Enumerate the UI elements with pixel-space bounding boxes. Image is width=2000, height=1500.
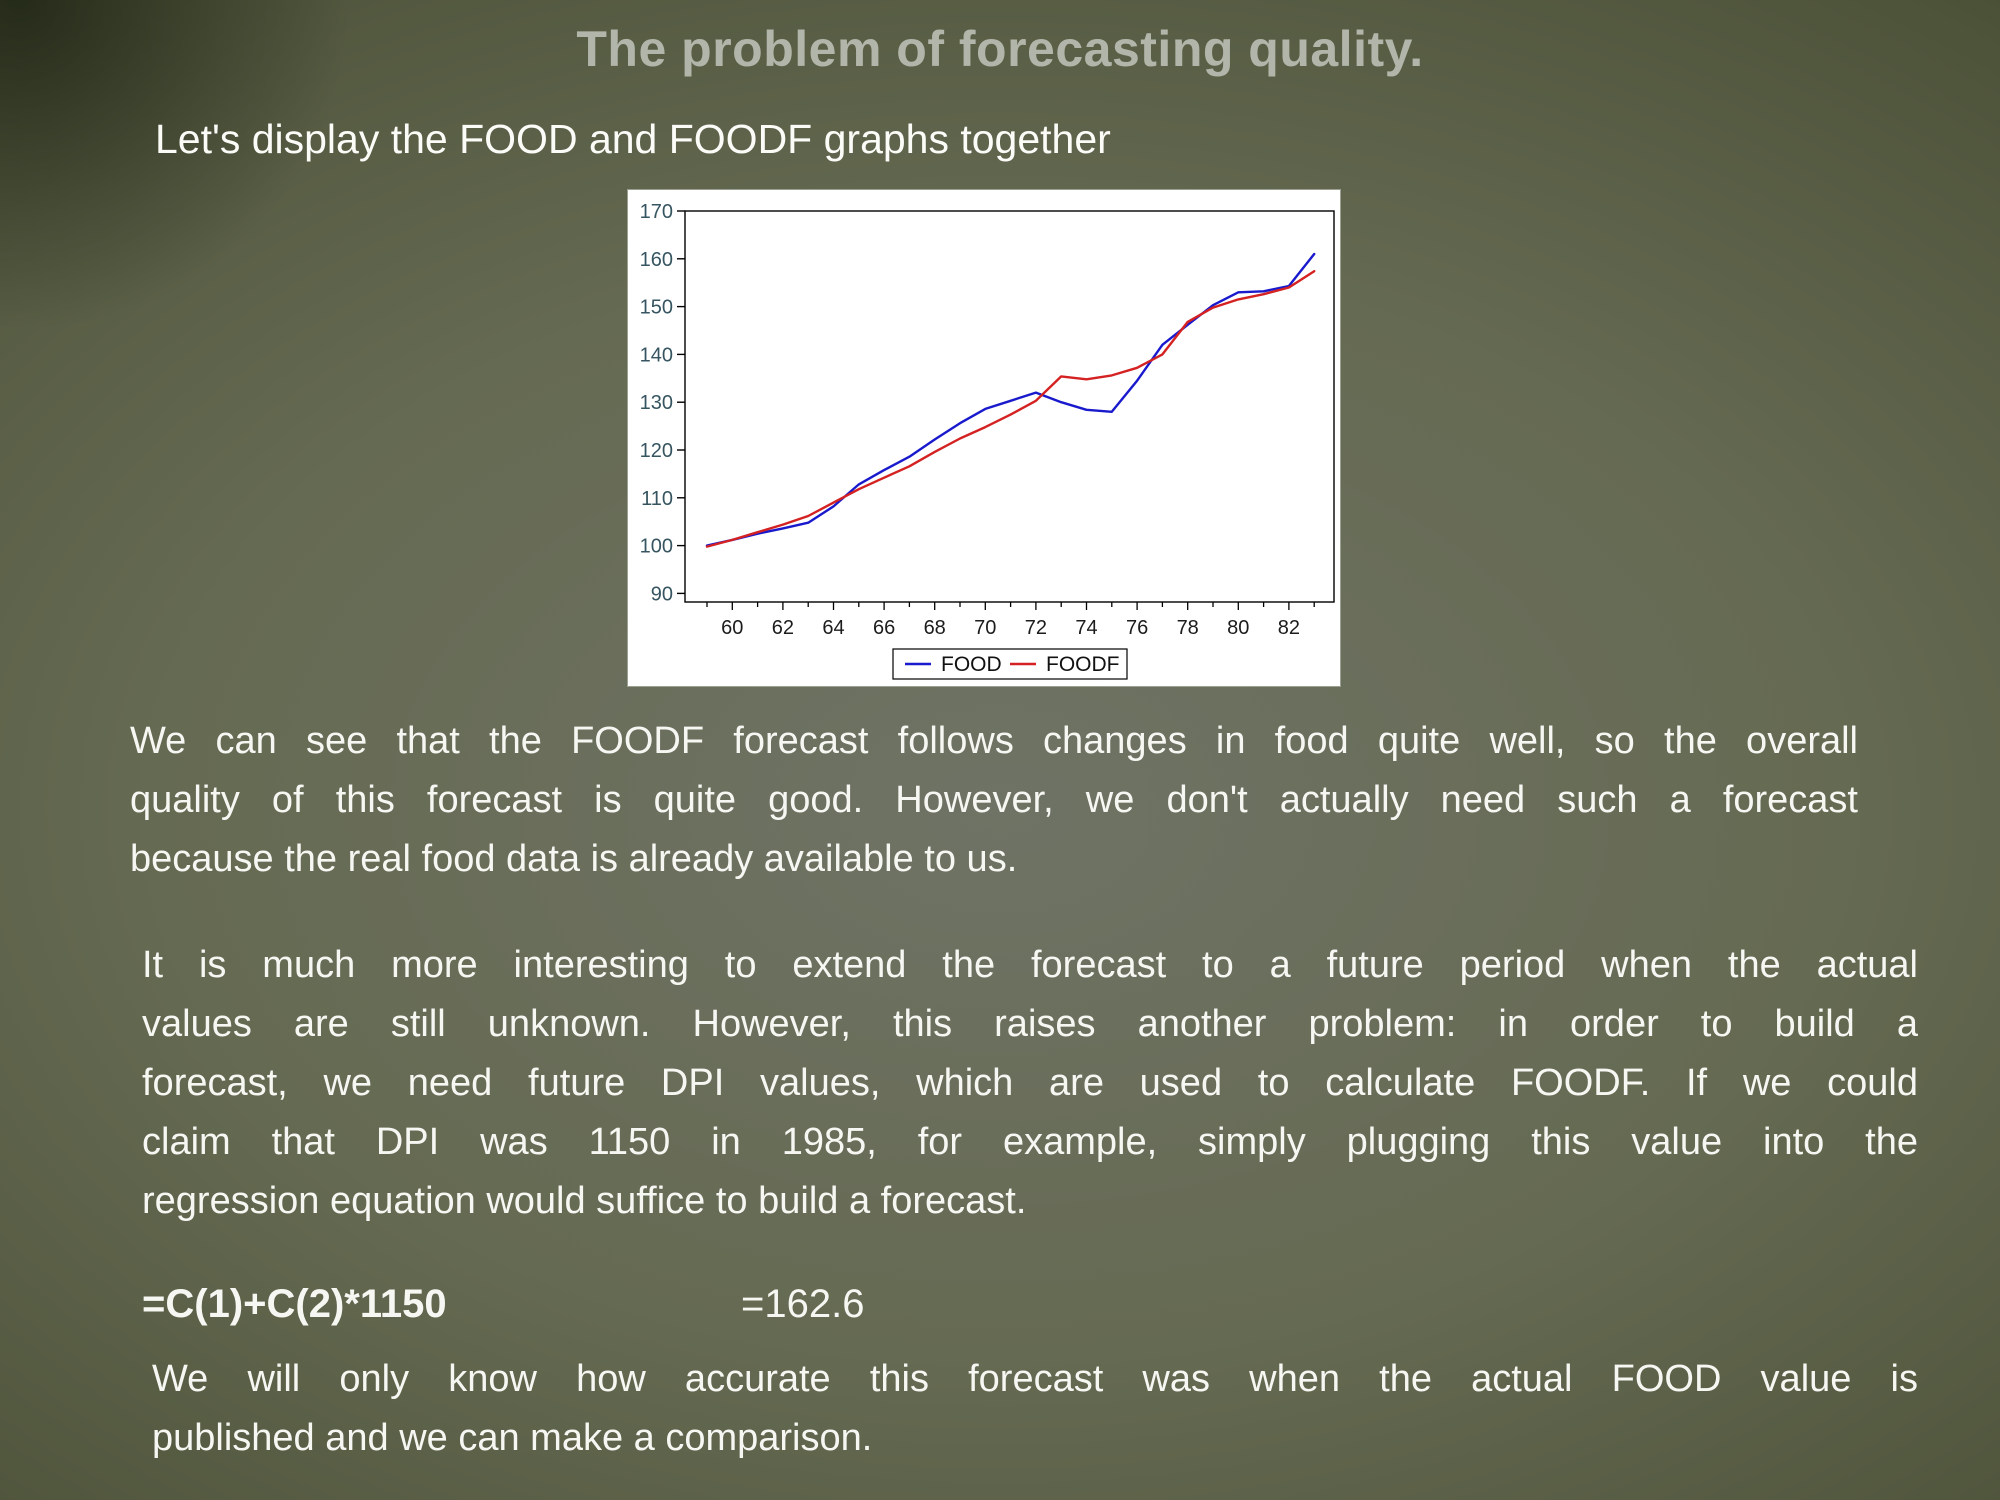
body-line: because the real food data is already av… — [130, 838, 1018, 880]
y-tick-label: 110 — [641, 488, 673, 510]
slide-subtitle: Let's display the FOOD and FOODF graphs … — [155, 116, 1111, 162]
body-line: published and we can make a comparison. — [152, 1417, 873, 1459]
x-tick-label: 70 — [974, 617, 996, 639]
body-line: values are still unknown. However, this … — [142, 1003, 1918, 1045]
body-line: We will only know how accurate this fore… — [152, 1358, 1918, 1400]
y-tick-label: 100 — [640, 536, 673, 558]
y-tick-label: 90 — [651, 583, 673, 605]
formula-row: =C(1)+C(2)*1150 =162.6 — [142, 1282, 1918, 1327]
y-tick-label: 130 — [640, 392, 673, 414]
body-line: claim that DPI was 1150 in 1985, for exa… — [142, 1121, 1918, 1163]
y-axis: 90 100 110 120 130 140 150 160 170 — [640, 201, 685, 605]
y-tick-label: 120 — [640, 440, 673, 462]
formula-expression: =C(1)+C(2)*1150 — [142, 1282, 447, 1326]
y-tick-label: 160 — [640, 249, 673, 271]
body-line: It is much more interesting to extend th… — [142, 944, 1918, 986]
chart-panel: 90 100 110 120 130 140 150 160 170 60 62 64 66 68 70 72… — [628, 190, 1340, 686]
y-tick-label: 140 — [640, 344, 673, 366]
series-line-foodf — [705, 269, 1316, 548]
series-line-food — [705, 252, 1316, 547]
plot-frame — [684, 210, 1335, 603]
chart-plot: 90 100 110 120 130 140 150 160 170 60 62 64 66 68 70 72… — [640, 201, 1335, 680]
x-axis: 60 62 64 66 68 70 72 74 76 78 80 82 — [706, 602, 1315, 639]
body-line: We can see that the FOODF forecast follo… — [130, 720, 1858, 762]
chart-legend: FOOD FOODF — [892, 648, 1128, 680]
slide-title: The problem of forecasting quality. — [576, 21, 1424, 77]
x-tick-label: 76 — [1126, 617, 1148, 639]
paragraph-2: It is much more interesting to extend th… — [142, 936, 1918, 1231]
x-tick-label: 68 — [924, 617, 946, 639]
x-tick-label: 80 — [1227, 617, 1249, 639]
body-line: forecast, we need future DPI values, whi… — [142, 1062, 1918, 1104]
paragraph-1: We can see that the FOODF forecast follo… — [130, 712, 1858, 889]
x-tick-label: 64 — [822, 617, 844, 639]
x-tick-label: 62 — [772, 617, 794, 639]
y-tick-label: 150 — [640, 297, 673, 319]
x-tick-label: 74 — [1075, 617, 1097, 639]
body-line: quality of this forecast is quite good. … — [130, 779, 1858, 821]
x-tick-label: 66 — [873, 617, 895, 639]
x-tick-label: 72 — [1025, 617, 1047, 639]
paragraph-3: We will only know how accurate this fore… — [152, 1350, 1918, 1468]
y-tick-label: 170 — [640, 201, 673, 223]
x-tick-label: 60 — [721, 617, 743, 639]
x-tick-label: 82 — [1278, 617, 1300, 639]
x-tick-label: 78 — [1177, 617, 1199, 639]
formula-result: =162.6 — [741, 1282, 865, 1326]
legend-label: FOOD — [941, 653, 1002, 676]
legend-label: FOODF — [1046, 653, 1120, 676]
body-line: regression equation would suffice to bui… — [142, 1180, 1027, 1222]
